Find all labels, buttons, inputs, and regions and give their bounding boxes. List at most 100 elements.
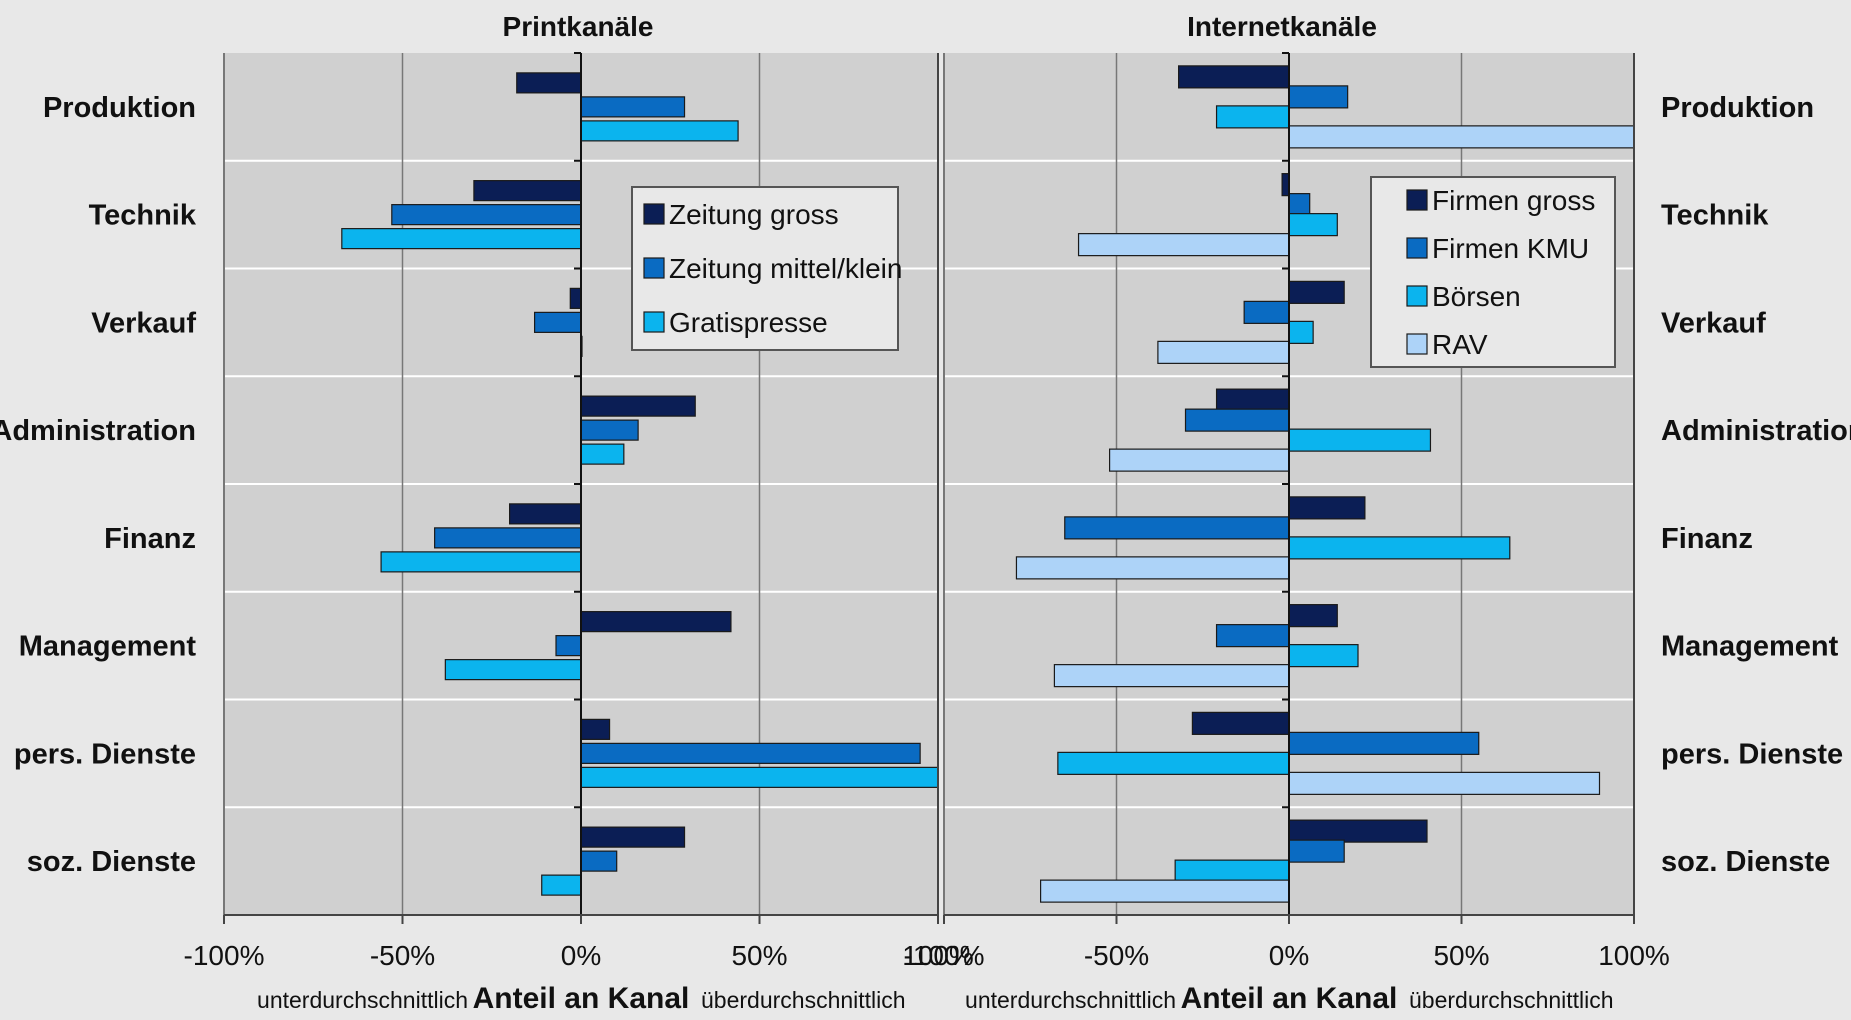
bar [435, 528, 581, 548]
bar [581, 420, 638, 440]
bar [1175, 860, 1289, 882]
category-label: soz. Dienste [27, 846, 196, 878]
bar [535, 312, 581, 332]
legend-swatch [1407, 190, 1427, 210]
bar [581, 97, 685, 117]
x-tick-label: -50% [370, 940, 435, 971]
bar [1289, 732, 1479, 754]
bar [581, 767, 938, 787]
category-label: Management [1661, 631, 1839, 663]
x-tick-label: 50% [1433, 940, 1489, 971]
category-label: pers. Dienste [14, 738, 196, 770]
bar [570, 288, 581, 308]
bar [1282, 174, 1289, 196]
x-tick-label: -50% [1084, 940, 1149, 971]
legend-swatch [644, 258, 664, 278]
category-label: pers. Dienste [1661, 738, 1843, 770]
legend-label: Zeitung mittel/klein [669, 253, 902, 284]
bar [1289, 214, 1337, 236]
legend-swatch [644, 204, 664, 224]
chart-panel-internet: -100% -50% 0% 50% 100% Anteil an Kanalunterdu… [904, 11, 1851, 1015]
bar [1289, 772, 1600, 794]
category-label: Produktion [1661, 92, 1814, 124]
bar [381, 552, 581, 572]
x-axis-label: Anteil an Kanal [473, 982, 690, 1015]
bar [1217, 389, 1289, 411]
legend: Firmen gross Firmen KMU Börsen RAV [1371, 177, 1615, 367]
legend: Zeitung gross Zeitung mittel/klein Gratisp… [632, 187, 902, 350]
bar [445, 660, 581, 680]
bar [510, 504, 581, 524]
bar [1016, 557, 1289, 579]
legend-swatch [1407, 286, 1427, 306]
bar [581, 444, 624, 464]
category-label: Finanz [104, 523, 196, 555]
bar [1041, 880, 1289, 902]
bar [581, 612, 731, 632]
bar [342, 229, 581, 249]
legend-label: Zeitung gross [669, 199, 839, 230]
x-tick-label: -100% [904, 940, 985, 971]
bar [1289, 429, 1430, 451]
bar [1244, 301, 1289, 323]
bar [474, 181, 581, 201]
bar [1289, 645, 1358, 667]
bar [1217, 106, 1289, 128]
bar [581, 851, 617, 871]
chart-title: Printkanäle [503, 11, 654, 42]
x-axis-label-right: überdurchschnittlich [1409, 987, 1614, 1013]
bar [1186, 409, 1290, 431]
legend-label: Gratispresse [669, 307, 828, 338]
bar [581, 743, 920, 763]
legend-label: Firmen gross [1432, 185, 1595, 216]
legend-label: Firmen KMU [1432, 233, 1589, 264]
bar [1065, 517, 1289, 539]
bar [581, 719, 610, 739]
category-label: Finanz [1661, 523, 1753, 555]
bar [517, 73, 581, 93]
bar [1054, 665, 1289, 687]
bar [1158, 341, 1289, 363]
x-tick-label: 0% [1269, 940, 1309, 971]
bar [1289, 194, 1310, 216]
bar [1289, 497, 1365, 519]
category-label: soz. Dienste [1661, 846, 1830, 878]
legend-swatch [644, 312, 664, 332]
x-tick-label: 50% [731, 940, 787, 971]
bar [1289, 86, 1348, 108]
category-label: Verkauf [1661, 307, 1766, 339]
legend-swatch [1407, 238, 1427, 258]
legend-swatch [1407, 334, 1427, 354]
chart-title: Internetkanäle [1187, 11, 1377, 42]
legend-label: RAV [1432, 329, 1488, 360]
bar [1289, 537, 1510, 559]
category-label: Administration [0, 415, 196, 447]
category-label: Management [19, 631, 197, 663]
legend-label: Börsen [1432, 281, 1521, 312]
category-label: Verkauf [91, 307, 196, 339]
bar [1289, 840, 1344, 862]
bar [542, 875, 581, 895]
category-label: Technik [1661, 200, 1769, 232]
x-axis-label-right: überdurchschnittlich [701, 987, 906, 1013]
bar [1289, 820, 1427, 842]
x-tick-label: 0% [561, 940, 601, 971]
bar [1110, 449, 1289, 471]
bar [581, 396, 695, 416]
bar [1058, 752, 1289, 774]
category-label: Produktion [43, 92, 196, 124]
bar [1179, 66, 1289, 88]
x-tick-label: 100% [1598, 940, 1670, 971]
bar [1079, 234, 1289, 256]
bar [392, 205, 581, 225]
bar [1192, 712, 1289, 734]
category-label: Technik [89, 200, 197, 232]
bar [581, 827, 685, 847]
bar [581, 121, 738, 141]
chart-panel-print: -100% -50% 0% 50% 100% Anteil an Kanalunterdu… [0, 11, 974, 1015]
bar [1289, 126, 1634, 148]
bar [1217, 625, 1289, 647]
x-axis-label-left: unterdurchschnittlich [965, 987, 1176, 1013]
